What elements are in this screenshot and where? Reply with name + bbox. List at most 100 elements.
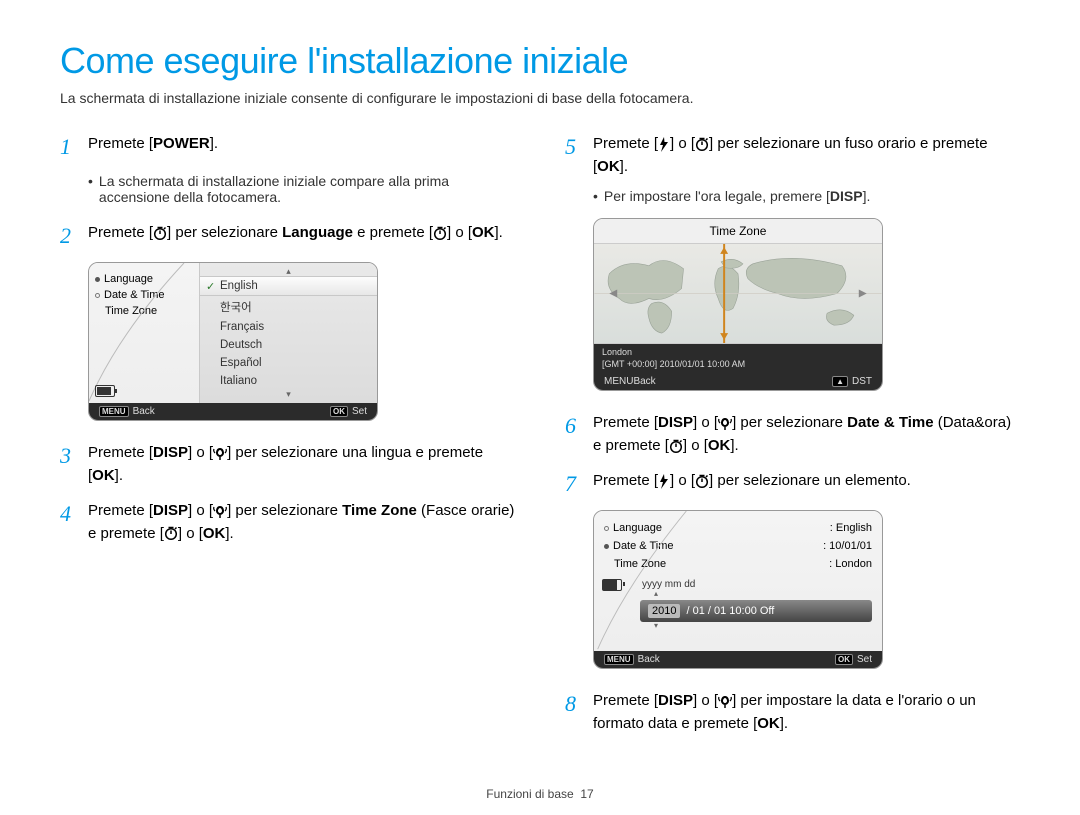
step-number: 3 <box>60 439 78 487</box>
step-1: 1 Premete [POWER]. <box>60 130 515 163</box>
lang-option: Español <box>200 354 377 372</box>
disp-icon: DISP <box>658 692 693 709</box>
bar-text: Set <box>857 654 872 665</box>
step-text-part: ] per selezionare <box>167 224 282 241</box>
dt-value: : 10/01/01 <box>823 540 872 552</box>
timer-icon <box>153 225 167 241</box>
step-number: 5 <box>565 130 583 178</box>
dt-year: 2010 <box>648 604 680 618</box>
lang-option: Français <box>200 318 377 336</box>
step-8: 8 Premete [DISP] o [] per impostare la d… <box>565 687 1020 735</box>
up-icon: ▲ <box>832 376 848 387</box>
step-text-part: e premete [ <box>353 224 433 241</box>
page-title: Come eseguire l'installazione iniziale <box>60 40 1020 82</box>
flash-icon <box>658 136 670 152</box>
step-text-part: Premete [ <box>593 692 658 709</box>
lang-option: Italiano <box>200 372 377 390</box>
dt-label: Time Zone <box>614 558 666 570</box>
step-text-part: ] o [ <box>670 135 695 152</box>
step-text-part: ] per selezionare <box>227 502 342 519</box>
dt-label: Date & Time <box>613 540 674 552</box>
dt-value: : English <box>830 522 872 534</box>
step-text-part: ]. <box>780 715 788 732</box>
step-text-part: ] o [ <box>693 414 718 431</box>
step-text-part: ]. <box>115 467 123 484</box>
step-7: 7 Premete [ ] o [ ] per selezionare un ele… <box>565 467 1020 500</box>
ok-icon: OK <box>597 158 620 175</box>
step-text-part: ]. <box>620 158 628 175</box>
macro-icon <box>213 445 227 461</box>
step-number: 4 <box>60 497 78 545</box>
step-number: 8 <box>565 687 583 735</box>
step-text-part: ] per selezionare un elemento. <box>709 472 911 489</box>
step-text-bold: Language <box>282 224 353 241</box>
tz-title: Time Zone <box>594 219 882 244</box>
footer-page: 17 <box>580 787 593 801</box>
timer-icon <box>433 225 447 241</box>
ok-icon: OK <box>330 406 348 417</box>
lcd-timezone: Time Zone <box>593 218 883 391</box>
step-text-part: ] o [ <box>188 444 213 461</box>
step-1-sub: • La schermata di installazione iniziale… <box>88 173 515 205</box>
menu-item: Time Zone <box>105 305 157 317</box>
menu-item: Date & Time <box>104 289 165 301</box>
timer-icon <box>669 438 683 454</box>
sub-text-part: ]. <box>863 188 871 204</box>
flash-icon <box>658 474 670 490</box>
battery-icon <box>95 385 115 397</box>
tz-city: London <box>602 347 874 359</box>
step-text-part: ]. <box>225 525 233 542</box>
step-text-part: ] o [ <box>447 224 472 241</box>
step-text-bold: Date & Time <box>847 414 933 431</box>
sub-text: La schermata di installazione iniziale c… <box>99 173 515 205</box>
disp-icon: DISP <box>153 444 188 461</box>
step-text: Premete [ ] o [ ] per selezionare un eleme… <box>593 467 1020 500</box>
lcd-bottom-bar: MENUBack OKSet <box>594 651 882 668</box>
step-4: 4 Premete [DISP] o [] per selezionare Ti… <box>60 497 515 545</box>
step-text-part: Premete [ <box>88 444 153 461</box>
lang-option: 한국어 <box>200 296 377 318</box>
step-text-part: ] o [ <box>188 502 213 519</box>
lcd-bottom-bar: MENUBack ▲DST <box>594 373 882 390</box>
bullet-icon: • <box>88 173 93 205</box>
ok-icon: OK <box>92 467 115 484</box>
step-number: 2 <box>60 219 78 252</box>
ok-icon: OK <box>472 224 495 241</box>
disp-icon: DISP <box>830 188 863 204</box>
step-3: 3 Premete [DISP] o [] per selezionare un… <box>60 439 515 487</box>
step-text-part: Premete [ <box>593 472 658 489</box>
step-text-part: ] o [ <box>670 472 695 489</box>
bar-text: DST <box>852 376 872 387</box>
lang-option: Deutsch <box>200 336 377 354</box>
bullet-icon: • <box>593 188 598 204</box>
step-text-part: ] per selezionare <box>732 414 847 431</box>
step-text-part: ]. <box>730 437 738 454</box>
step-text: Premete [DISP] o [] per selezionare Time… <box>88 497 515 545</box>
step-text: Premete [DISP] o [ ] per selezionare Date… <box>593 409 1020 457</box>
step-text-part: ] o [ <box>178 525 203 542</box>
tz-gmt: [GMT +00:00] 2010/01/01 10:00 AM <box>602 359 874 371</box>
step-text-bold: Time Zone <box>342 502 417 519</box>
page-subtitle: La schermata di installazione iniziale c… <box>60 90 1020 106</box>
step-text-part: Premete [ <box>593 414 658 431</box>
step-text: Premete [DISP] o [] per selezionare una … <box>88 439 515 487</box>
menu-icon: MENU <box>99 406 129 417</box>
timer-icon <box>695 474 709 490</box>
macro-icon <box>213 503 227 519</box>
step-text-bold: POWER <box>153 135 210 152</box>
disp-icon: DISP <box>658 414 693 431</box>
step-2: 2 Premete [ ] per selezionare Language e … <box>60 219 515 252</box>
step-number: 7 <box>565 467 583 500</box>
sub-text-part: Per impostare l'ora legale, premere [ <box>604 188 830 204</box>
step-text-part: Premete [ <box>88 224 153 241</box>
step-5-sub: • Per impostare l'ora legale, premere [D… <box>593 188 1020 204</box>
step-text-part: ] o [ <box>693 692 718 709</box>
disp-icon: DISP <box>153 502 188 519</box>
lcd-left-panel: Language Date & Time Time Zone <box>89 263 199 403</box>
tz-map <box>594 244 882 344</box>
lcd-datetime: Language: English Date & Time: 10/01/01 … <box>593 510 883 669</box>
bar-text: Set <box>352 406 367 417</box>
dt-selection-bar: 2010 / 01 / 01 10:00 Off <box>640 600 872 622</box>
step-6: 6 Premete [DISP] o [] per selezionare Da… <box>565 409 1020 457</box>
right-column: 5 Premete [] o [] per selezionare un fus… <box>565 130 1020 745</box>
